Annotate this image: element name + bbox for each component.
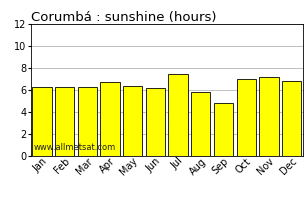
Bar [214, 103, 233, 156]
Bar [55, 87, 74, 156]
Bar [100, 82, 120, 156]
Bar [123, 86, 142, 156]
Bar [191, 92, 211, 156]
Text: Corumbá : sunshine (hours): Corumbá : sunshine (hours) [31, 11, 216, 24]
Bar [146, 88, 165, 156]
Text: www.allmetsat.com: www.allmetsat.com [33, 143, 116, 152]
Bar [78, 87, 97, 156]
Bar [259, 77, 278, 156]
Bar [169, 73, 188, 156]
Bar [282, 81, 301, 156]
Bar [237, 79, 256, 156]
Bar [32, 87, 52, 156]
